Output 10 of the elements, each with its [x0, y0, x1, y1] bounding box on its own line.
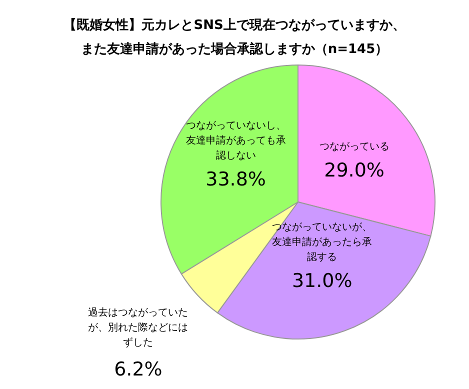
- slice-label: 過去はつながっていたが、別れた際などにはずした: [88, 306, 188, 348]
- slice-label: つながっていないが、友達申請があったら承認する: [272, 222, 372, 264]
- data-label: 31.0%: [292, 270, 352, 292]
- text: また友達申請があった場合承認しますか（n=145）: [80, 42, 388, 57]
- slice-label: つながっている: [319, 141, 390, 152]
- slice-label: つながっていないし、友達申請があっても承認しない: [186, 120, 286, 162]
- text: 【既婚女性】元カレとSNS上で現在つながっていますか、: [64, 18, 406, 33]
- data-label: 33.8%: [206, 168, 266, 190]
- data-label: 6.2%: [114, 358, 162, 380]
- data-label: 29.0%: [324, 159, 384, 182]
